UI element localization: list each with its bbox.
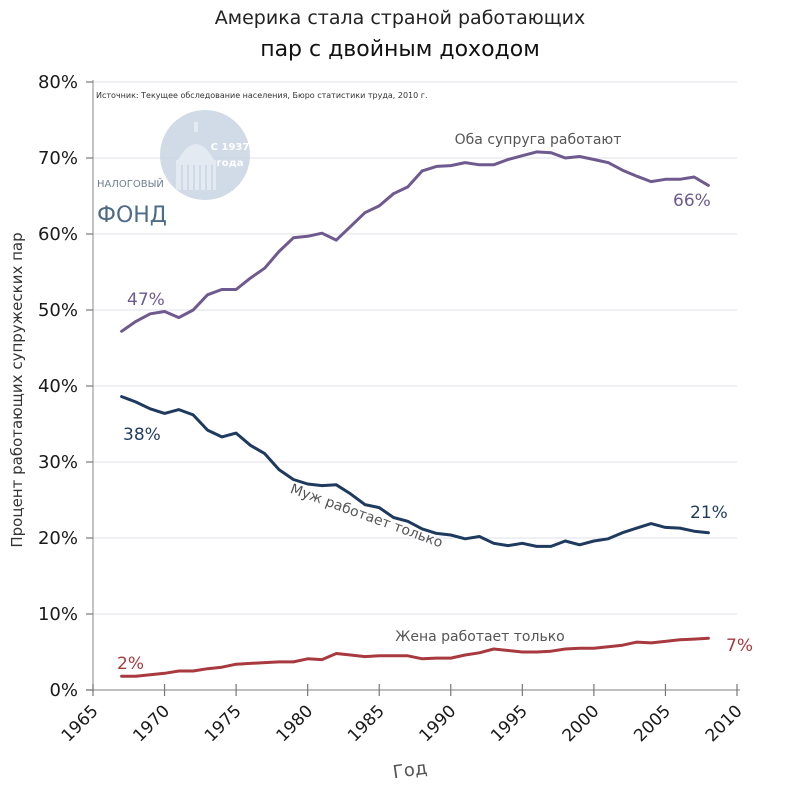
end-label-wife: 7% bbox=[726, 636, 753, 656]
capitol-building-icon bbox=[176, 122, 216, 190]
series-group bbox=[120, 150, 710, 678]
x-tick-label: 2000 bbox=[559, 701, 604, 746]
x-tick-label: 1990 bbox=[416, 701, 461, 746]
watermark-logo: С 1937 года НАЛОГОВЫЙ ФОНД bbox=[97, 110, 250, 228]
x-tick-label: 1975 bbox=[201, 701, 246, 746]
y-tick-label: 60% bbox=[38, 224, 78, 245]
x-tick-label: 1970 bbox=[129, 701, 174, 746]
series-label-husband: Муж работает только bbox=[288, 481, 445, 551]
x-tick-label: 2010 bbox=[702, 701, 747, 746]
watermark-badge-year: С 1937 bbox=[211, 142, 250, 153]
watermark-small-text: НАЛОГОВЫЙ bbox=[97, 177, 164, 190]
x-tick-label: 1980 bbox=[272, 701, 317, 746]
series-line-0 bbox=[120, 150, 710, 333]
x-ticks: 1965 1970 1975 1980 1985 1990 1995 2000 2005 2010 bbox=[58, 684, 747, 746]
series-line-1 bbox=[120, 395, 710, 548]
y-tick-label: 80% bbox=[38, 72, 78, 93]
series-label-both: Оба супруга работают bbox=[455, 132, 622, 148]
end-label-husband: 21% bbox=[690, 503, 728, 523]
start-label-both: 47% bbox=[127, 290, 165, 310]
y-tick-label: 0% bbox=[49, 680, 78, 701]
start-label-husband: 38% bbox=[123, 425, 161, 445]
y-tick-label: 40% bbox=[38, 376, 78, 397]
y-tick-label: 20% bbox=[38, 528, 78, 549]
watermark-badge-suffix: года bbox=[217, 158, 244, 169]
series-label-wife: Жена работает только bbox=[395, 629, 564, 645]
chart-subtitle: пар с двойным доходом bbox=[260, 37, 540, 62]
series-line-2 bbox=[120, 636, 710, 678]
x-tick-label: 2005 bbox=[630, 701, 675, 746]
y-ticks: 0% 10% 20% 30% 40% 50% 60% 70% 80% bbox=[38, 72, 93, 701]
y-tick-label: 30% bbox=[38, 452, 78, 473]
chart-title: Америка стала страной работающих bbox=[215, 7, 585, 29]
x-tick-label: 1995 bbox=[487, 701, 532, 746]
source-note: Источник: Текущее обследование населения… bbox=[96, 91, 428, 100]
watermark-big-text: ФОНД bbox=[97, 203, 167, 228]
start-label-wife: 2% bbox=[117, 654, 144, 674]
x-axis-label: Год bbox=[392, 758, 429, 784]
x-tick-label: 1985 bbox=[344, 701, 389, 746]
x-tick-label: 1965 bbox=[58, 701, 103, 746]
y-axis-label: Процент работающих супружеских пар bbox=[8, 232, 26, 547]
y-tick-label: 50% bbox=[38, 300, 78, 321]
y-tick-label: 10% bbox=[38, 604, 78, 625]
y-tick-label: 70% bbox=[38, 148, 78, 169]
end-label-both: 66% bbox=[673, 191, 711, 211]
